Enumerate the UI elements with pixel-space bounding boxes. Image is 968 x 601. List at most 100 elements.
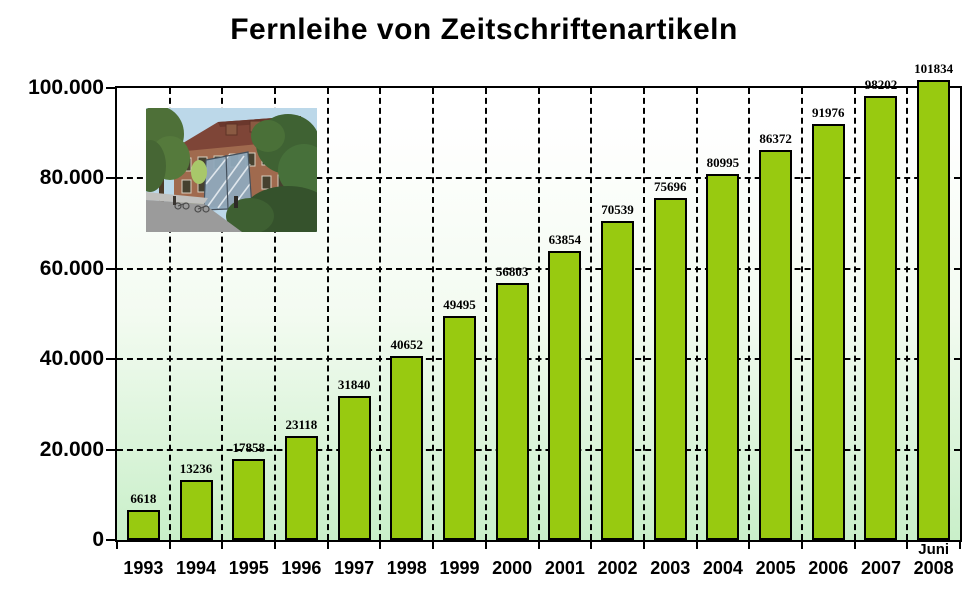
- bar-1993: [126, 510, 160, 540]
- bar-1999: [442, 316, 476, 540]
- x-axis-tick: [695, 540, 698, 549]
- bar-value-label: 31840: [337, 377, 371, 393]
- photo-left-tree: [146, 108, 190, 208]
- x-gridline: [853, 88, 856, 540]
- x-axis-label: 2006: [808, 558, 849, 578]
- x-axis-tick: [484, 540, 487, 549]
- bar-2004: [706, 173, 740, 540]
- x-axis-tick: [906, 540, 909, 549]
- x-axis-tick: [590, 540, 593, 549]
- x-axis-label: 2004: [702, 558, 743, 578]
- bar-value-label: 101834: [914, 60, 954, 76]
- bar-value-label: 63854: [548, 232, 582, 248]
- bar-2001: [548, 251, 582, 540]
- bar-2005: [759, 149, 793, 540]
- x-axis-label: 2007: [860, 558, 901, 578]
- chart-title: Fernleihe von Zeitschriftenartikeln: [230, 13, 738, 46]
- x-axis-label: 2001: [544, 558, 585, 578]
- x-gridline: [484, 88, 487, 540]
- bar-2000: [495, 283, 529, 540]
- x-axis-tick: [379, 540, 382, 549]
- x-gridline: [274, 88, 277, 540]
- x-axis-tick: [800, 540, 803, 549]
- bar-1994: [179, 480, 213, 540]
- bar-1998: [390, 356, 424, 540]
- bar-value-label: 80995: [706, 154, 740, 170]
- photo-bicycles: [174, 202, 210, 213]
- bar-value-label: 98202: [864, 77, 898, 93]
- x-axis-label: 1995: [228, 558, 269, 578]
- photo-person: [173, 196, 176, 205]
- x-axis-tick: [853, 540, 856, 549]
- x-gridline: [432, 88, 435, 540]
- bar-2003: [653, 197, 687, 540]
- bar-value-label: 6618: [130, 491, 157, 507]
- x-axis-note: Juni: [918, 541, 950, 558]
- x-axis-tick: [642, 540, 645, 549]
- photo-dormer: [225, 123, 238, 136]
- x-axis-label: 2000: [492, 558, 533, 578]
- y-axis-tick: [106, 358, 117, 361]
- y-axis-tick: [106, 177, 117, 180]
- bar-1997: [337, 396, 371, 540]
- photo-right-tree: [251, 114, 317, 202]
- bar-2008: [917, 79, 951, 540]
- y-axis-tick: [106, 87, 117, 89]
- y-axis-label: 60.000: [39, 256, 104, 280]
- y-axis-label: 40.000: [39, 347, 104, 371]
- bar-value-label: 75696: [653, 178, 687, 194]
- x-axis-tick: [116, 540, 118, 549]
- bar-value-label: 13236: [179, 461, 213, 477]
- bar-1996: [284, 435, 318, 540]
- bar-1995: [232, 459, 266, 540]
- bar-value-label: 56803: [495, 264, 529, 280]
- y-axis-tick: [106, 539, 117, 541]
- y-axis-label: 80.000: [39, 166, 104, 190]
- x-axis-tick: [432, 540, 435, 549]
- bar-value-label: 23118: [285, 416, 318, 432]
- x-axis-tick: [274, 540, 277, 549]
- x-axis-tick: [221, 540, 224, 549]
- bar-value-label: 91976: [812, 105, 845, 121]
- bar-2002: [601, 221, 635, 540]
- photo-plant: [191, 160, 207, 184]
- x-axis-tick: [537, 540, 540, 549]
- x-axis-label: 1997: [334, 558, 375, 578]
- x-axis-tick: [168, 540, 171, 549]
- x-axis-label: 1993: [123, 558, 164, 578]
- library-building-photo: [146, 108, 317, 232]
- x-gridline: [695, 88, 698, 540]
- y-axis-tick: [106, 267, 117, 270]
- bar-value-label: 40652: [390, 337, 424, 353]
- x-gridline: [906, 88, 909, 540]
- x-gridline: [221, 88, 224, 540]
- x-axis-label: 2008: [913, 558, 954, 578]
- y-axis-label: 100.000: [28, 76, 104, 99]
- y-axis-label: 0: [92, 528, 104, 551]
- x-gridline: [800, 88, 803, 540]
- plot-area: [117, 79, 960, 540]
- y-axis-label: 20.000: [39, 437, 104, 461]
- x-gridline: [642, 88, 645, 540]
- x-axis-label: 2005: [755, 558, 796, 578]
- y-axis-tick: [106, 448, 117, 451]
- x-axis-label: 1999: [439, 558, 480, 578]
- photo-street: [146, 200, 242, 232]
- bar-value-label: 49495: [443, 297, 476, 313]
- x-gridline: [748, 88, 751, 540]
- x-gridline: [590, 88, 593, 540]
- photo-bushes: [226, 198, 274, 232]
- x-gridline: [168, 88, 171, 540]
- x-axis-tick: [748, 540, 751, 549]
- x-gridline: [537, 88, 540, 540]
- x-axis-label: 1996: [281, 558, 322, 578]
- x-axis-label: 1998: [386, 558, 427, 578]
- x-gridline: [379, 88, 382, 540]
- bar-value-label: 86372: [759, 130, 792, 146]
- x-gridline: [326, 88, 329, 540]
- bar-2007: [864, 96, 898, 540]
- x-axis-label: 2003: [650, 558, 691, 578]
- photo-sidewalk: [146, 192, 208, 204]
- photo-person: [234, 196, 238, 208]
